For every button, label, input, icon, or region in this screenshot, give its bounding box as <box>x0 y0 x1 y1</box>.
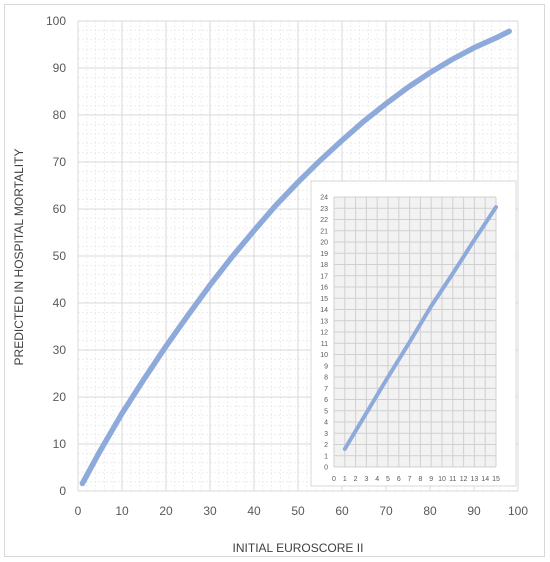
inset-y-tick-label: 18 <box>320 262 328 269</box>
inset-x-tick-label: 4 <box>375 476 379 483</box>
inset-y-tick-label: 7 <box>324 386 328 393</box>
main-x-tick-label: 80 <box>423 504 437 518</box>
inset-y-tick-label: 22 <box>320 217 328 224</box>
inset-x-tick-label: 1 <box>343 476 347 483</box>
main-x-tick-label: 100 <box>508 504 528 518</box>
main-x-tick-label: 40 <box>247 504 261 518</box>
main-y-tick-label: 0 <box>59 484 66 498</box>
main-y-tick-label: 40 <box>53 296 67 310</box>
inset-y-tick-label: 21 <box>320 228 328 235</box>
inset-grid <box>333 196 497 468</box>
main-y-tick-label: 30 <box>53 343 67 357</box>
inset-y-tick-label: 14 <box>320 307 328 314</box>
inset-y-tick-label: 3 <box>324 431 328 438</box>
main-x-tick-label: 20 <box>159 504 173 518</box>
inset-series-line <box>342 205 498 451</box>
main-y-tick-label: 90 <box>53 61 67 75</box>
main-series-line <box>79 28 512 487</box>
main-x-tick-label: 50 <box>291 504 305 518</box>
main-y-tick-label: 60 <box>53 202 67 216</box>
inset-x-tick-label: 13 <box>471 476 479 483</box>
inset-x-tick-label: 0 <box>332 476 336 483</box>
main-x-tick-label: 70 <box>379 504 393 518</box>
inset-y-tick-label: 2 <box>324 442 328 449</box>
inset-y-tick-label: 16 <box>320 285 328 292</box>
inset-y-tick-label: 17 <box>320 273 328 280</box>
main-y-tick-label: 50 <box>53 249 67 263</box>
inset-x-tick-label: 9 <box>429 476 433 483</box>
inset-x-tick-label: 3 <box>364 476 368 483</box>
main-y-tick-labels: 0 10 20 30 40 50 60 70 80 90 100 <box>46 14 66 498</box>
inset-x-tick-label: 5 <box>386 476 390 483</box>
main-y-tick-label: 80 <box>53 108 67 122</box>
inset-x-tick-label: 12 <box>460 476 468 483</box>
inset-y-tick-label: 12 <box>320 330 328 337</box>
main-y-tick-label: 70 <box>53 155 67 169</box>
inset-y-tick-label: 19 <box>320 251 328 258</box>
inset-x-tick-labels: 0 1 2 3 4 5 6 7 8 9 10 11 12 13 14 15 <box>332 476 500 483</box>
x-axis-title: INITIAL EUROSCORE II <box>233 541 364 555</box>
inset-x-tick-label: 11 <box>449 476 456 483</box>
y-axis-title: PREDICTED IN HOSPITAL MORTALITY <box>12 149 26 366</box>
main-x-tick-label: 10 <box>115 504 129 518</box>
inset-y-tick-label: 23 <box>320 206 328 213</box>
inset-y-tick-label: 24 <box>320 195 328 202</box>
main-y-tick-label: 10 <box>53 437 67 451</box>
inset-y-tick-label: 11 <box>321 341 328 348</box>
inset-y-tick-label: 0 <box>324 465 328 472</box>
main-x-tick-label: 0 <box>75 504 82 518</box>
inset-y-tick-label: 1 <box>324 453 328 460</box>
inset-y-tick-label: 9 <box>324 363 328 370</box>
inset-x-tick-label: 8 <box>418 476 422 483</box>
inset-x-tick-label: 2 <box>354 476 358 483</box>
inset-y-tick-label: 6 <box>324 397 328 404</box>
inset-x-tick-label: 10 <box>438 476 446 483</box>
inset-y-tick-label: 5 <box>324 408 328 415</box>
inset-y-tick-label: 10 <box>320 352 328 359</box>
inset-y-tick-label: 4 <box>324 420 328 427</box>
main-y-tick-label: 20 <box>53 390 67 404</box>
main-series-layer <box>79 28 512 487</box>
main-x-tick-label: 30 <box>203 504 217 518</box>
main-x-tick-label: 90 <box>467 504 481 518</box>
main-x-tick-label: 60 <box>335 504 349 518</box>
inset-x-tick-label: 6 <box>397 476 401 483</box>
inset-series-layer <box>342 205 498 451</box>
inset-y-tick-label: 15 <box>320 296 328 303</box>
inset-x-tick-label: 15 <box>492 476 500 483</box>
main-x-tick-labels: 0 10 20 30 40 50 60 70 80 90 100 <box>75 504 529 518</box>
inset-x-tick-label: 14 <box>481 476 489 483</box>
main-y-tick-label: 100 <box>46 14 66 28</box>
inset-x-tick-label: 7 <box>408 476 412 483</box>
inset-y-tick-label: 20 <box>320 240 328 247</box>
inset-y-tick-label: 8 <box>324 375 328 382</box>
inset-y-tick-label: 13 <box>320 318 328 325</box>
